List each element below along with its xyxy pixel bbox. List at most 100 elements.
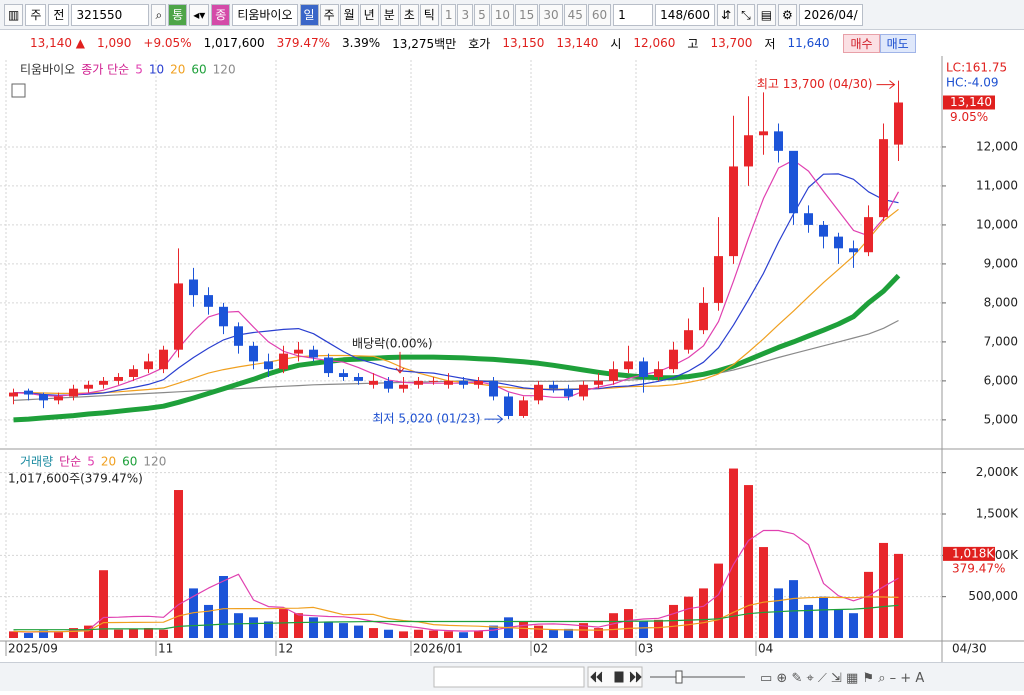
candle-body (39, 394, 48, 401)
volume-bar (429, 630, 438, 638)
toolbar-button[interactable]: 1 (440, 3, 457, 26)
icon[interactable]: ▥ (4, 3, 24, 26)
toolbar-button[interactable]: 60 (587, 3, 612, 26)
quote-bar: 13,140 ▲ 1,090 +9.05% 1,017,600 379.47% … (0, 30, 1024, 57)
x-tick-label: 04 (758, 642, 773, 656)
toolbar-button[interactable]: 주 (319, 3, 339, 26)
legend-entry: 5 (135, 63, 143, 77)
volume-bar (174, 490, 183, 638)
volume-bar (99, 570, 108, 638)
amount: 13,275백만 (392, 36, 457, 51)
volume-bar (654, 619, 663, 638)
legend-prefix: 단순 (59, 455, 81, 469)
volume-bar (549, 629, 558, 638)
legend-title: 거래량 (20, 455, 53, 469)
volume-rate: 379.47% (276, 36, 331, 50)
toolbar-button[interactable]: 월 (339, 3, 359, 26)
kind[interactable]: 전 (48, 3, 70, 26)
count[interactable]: 148/600 (655, 3, 716, 26)
y-tick-label: 1,500K (976, 507, 1019, 521)
volume-bar (144, 628, 153, 638)
date[interactable]: 2026/04/ (798, 3, 863, 26)
volume-bar (69, 628, 78, 638)
toolbar-button[interactable]: 30 (539, 3, 563, 26)
buy-button[interactable]: 매수 (843, 33, 880, 53)
candle-body (204, 295, 213, 307)
settings[interactable]: ⚙ (778, 3, 797, 26)
candle-body (864, 217, 873, 253)
candle-body (69, 388, 78, 397)
candle-body (879, 139, 888, 218)
tool[interactable]: ⤡ (737, 3, 755, 26)
volume-bar (384, 629, 393, 638)
volume-bar (234, 613, 243, 638)
code-input[interactable]: 321550 (71, 3, 150, 26)
scroll-track[interactable] (433, 666, 585, 688)
tong[interactable]: 통 (168, 3, 188, 26)
volume-bar (219, 576, 228, 638)
last-volume: 1,018K (952, 546, 995, 560)
candle-body (234, 326, 243, 346)
volume-bar (249, 617, 258, 638)
table-icon[interactable] (11, 83, 26, 98)
volume-rate: 379.47% (952, 561, 1005, 575)
search[interactable]: ⌕ (151, 3, 167, 26)
last-price-box (943, 95, 995, 110)
hc-label: HC:-4.09 (946, 76, 999, 90)
candle-body (189, 279, 198, 296)
zoom-thumb[interactable] (675, 670, 683, 684)
toolbar-button[interactable]: 45 (563, 3, 587, 26)
volume-bar (489, 625, 498, 638)
ma-line (13, 529, 899, 633)
unit[interactable]: 1 (613, 3, 654, 26)
toolbar-button[interactable]: 5 (474, 3, 490, 26)
y-tick-label: 10,000 (976, 217, 1018, 231)
candle-body (144, 361, 153, 370)
y-tick-label: 500,000 (968, 589, 1018, 603)
tool[interactable]: ⇵ (717, 3, 736, 26)
bottom-toolbar: ▭ ⊕ ✎ ⌖ ⟋ ⇲ ▦ ⚑ ⌕ – + A (0, 662, 1024, 691)
toolbar-button[interactable]: 틱 (419, 3, 439, 26)
volume-bar (114, 629, 123, 638)
volume-bar (339, 623, 348, 638)
toolbar-button[interactable]: 분 (379, 3, 399, 26)
candle-body (639, 361, 648, 377)
toolbar-button[interactable]: 일 (299, 3, 319, 26)
volume-bar (9, 631, 18, 638)
candle-body (264, 361, 273, 370)
candle-body (819, 224, 828, 237)
candle-body (714, 256, 723, 303)
sound[interactable]: ◂▾ (189, 3, 210, 26)
low-annotation: 최저 5,020 (01/23) (372, 412, 480, 426)
volume-bar (684, 596, 693, 638)
toolbar-button[interactable]: 10 (490, 3, 515, 26)
toolbar-button[interactable]: 초 (399, 3, 419, 26)
ma-line (13, 208, 899, 394)
candle-body (804, 213, 813, 225)
market[interactable]: 주 (25, 3, 47, 26)
volume-bar (669, 604, 678, 638)
y-tick-label: 9,000 (984, 256, 1018, 270)
volume-bar (399, 631, 408, 638)
sell-button[interactable]: 매도 (879, 33, 916, 53)
candle-body (849, 248, 858, 253)
candle-body (759, 131, 768, 136)
stock-name[interactable]: 티움바이오 (232, 3, 298, 26)
volume-bar (369, 628, 378, 638)
candle-body (324, 357, 333, 374)
toolbar-button[interactable]: 년 (359, 3, 379, 26)
jong[interactable]: 종 (211, 3, 231, 26)
toolbar-button[interactable]: 3 (457, 3, 474, 26)
candle-body (444, 380, 453, 385)
tool-icons[interactable]: ▭ ⊕ ✎ ⌖ ⟋ ⇲ ▦ ⚑ ⌕ – + A (760, 671, 924, 686)
save[interactable]: ▤ (756, 3, 777, 26)
volume-bar (204, 604, 213, 638)
volume-bar (264, 621, 273, 638)
volume-bar (849, 613, 858, 638)
turnover: 3.39% (342, 36, 381, 50)
low: 11,640 (787, 36, 830, 50)
volume-bar (534, 625, 543, 638)
candle-body (54, 396, 63, 401)
toolbar-button[interactable]: 15 (515, 3, 539, 26)
volume-bar (519, 621, 528, 638)
